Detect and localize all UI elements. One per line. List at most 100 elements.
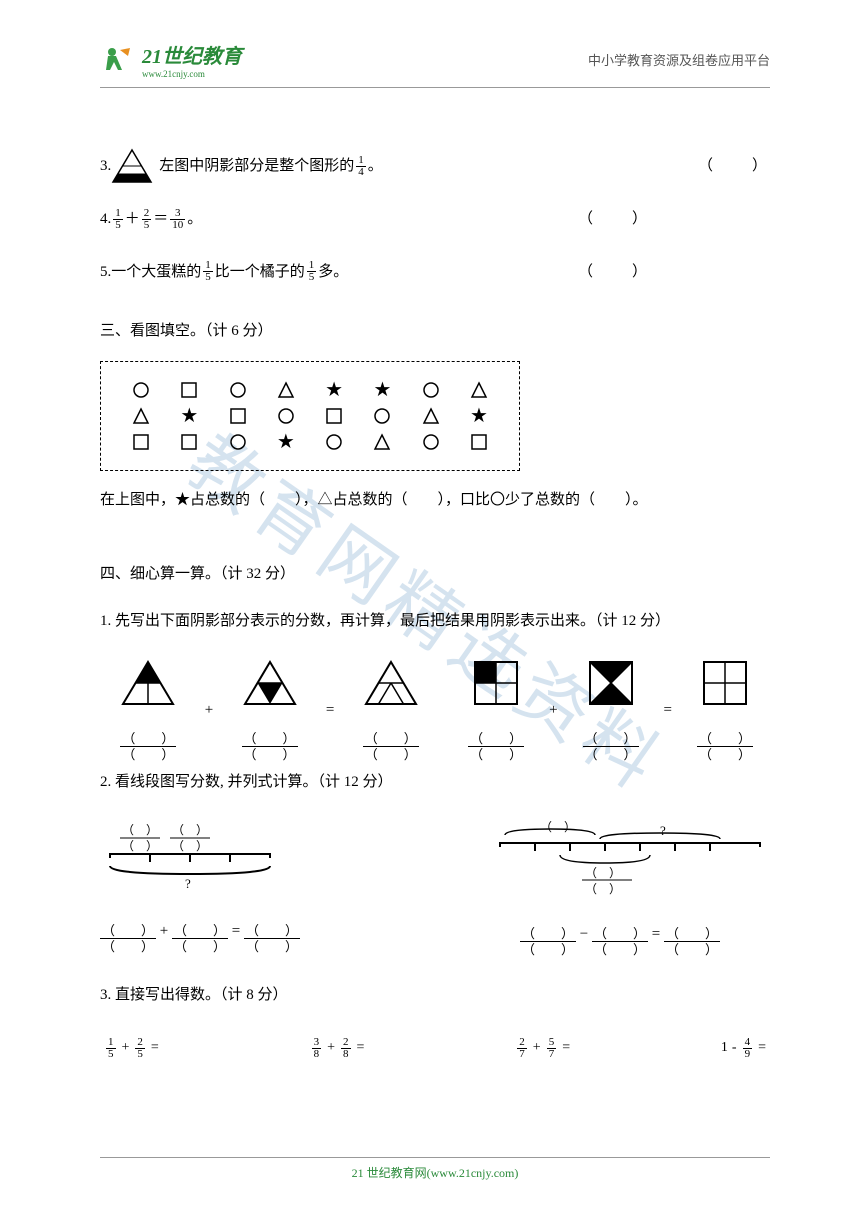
- square-icon: [469, 432, 489, 452]
- line-diagrams-row: （ ）（ ） （ ）（ ） ? （ ）（ ） + （ ）（ ） = （ ）（ ）: [100, 819, 770, 958]
- logo-url: www.21cnjy.com: [142, 69, 242, 79]
- shapes-grid: ★★★★★: [100, 361, 520, 471]
- star-icon: ★: [179, 406, 199, 426]
- eq1-frac3: （ ）（ ）: [244, 923, 300, 955]
- square-3-icon: [700, 658, 750, 708]
- paren-frac-5: （ ）（ ）: [583, 731, 639, 763]
- plus-sign: +: [205, 693, 213, 728]
- section3-title: 三、看图填空。（计 6 分）: [100, 314, 770, 349]
- equals-sign: ＝: [153, 202, 168, 237]
- svg-text:?: ?: [660, 823, 666, 838]
- calc-item: 1-49=: [721, 1032, 766, 1064]
- circle-icon: [228, 432, 248, 452]
- triangle-1-icon: [119, 658, 177, 708]
- content: 3. 左图中阴影部分是整个图形的 1 4 。 （ ） 4. 15 ＋ 25 ＝ …: [100, 148, 770, 1065]
- paren-frac-2: （ ）（ ）: [242, 731, 298, 763]
- q3-period: 。: [368, 149, 383, 184]
- square-icon: [228, 406, 248, 426]
- section4-title: 四、细心算一算。（计 32 分）: [100, 557, 770, 592]
- triangle-3-icon: [362, 658, 420, 708]
- question-5: 5. 一个大蛋糕的 15 比一个橘子的 15 多。 （ ）: [100, 255, 770, 290]
- eq2-frac1: （ ）（ ）: [520, 926, 576, 958]
- section4-sub2: 2. 看线段图写分数, 并列式计算。（计 12 分）: [100, 765, 770, 800]
- square-1-icon: [471, 658, 521, 708]
- q3-blank: （ ）: [698, 149, 770, 184]
- star-icon: ★: [324, 380, 344, 400]
- circle-icon: [131, 380, 151, 400]
- eq1-frac2: （ ）（ ）: [172, 923, 228, 955]
- equals-sign: =: [232, 923, 240, 939]
- plus-sign: +: [549, 693, 557, 728]
- triangle-icon: [276, 380, 296, 400]
- square-icon: [324, 406, 344, 426]
- q4-frac3: 310: [170, 208, 185, 231]
- header-subtitle: 中小学教育资源及组卷应用平台: [588, 50, 770, 69]
- calc-row: 15+25= 38+28= 27+57= 1-49=: [100, 1032, 770, 1064]
- page-header: 21世纪教育 www.21cnjy.com 中小学教育资源及组卷应用平台: [100, 40, 770, 88]
- paren-frac-1: （ ）（ ）: [120, 731, 176, 763]
- q5-blank: （ ）: [578, 255, 650, 290]
- calc-item: 27+57=: [515, 1032, 570, 1064]
- circle-icon: [228, 380, 248, 400]
- paren-frac-4: （ ）（ ）: [468, 731, 524, 763]
- q5-text-b: 比一个橘子的: [215, 255, 305, 290]
- equals-sign: =: [664, 693, 672, 728]
- q5-text-c: 多。: [318, 255, 348, 290]
- equals-sign: =: [652, 926, 660, 942]
- line-diagram-2: （ ） ? （ ） （ ） （ ）（ ） − （ ）（ ）: [490, 819, 770, 958]
- triangle-icon: [469, 380, 489, 400]
- q4-frac2: 25: [142, 208, 152, 231]
- minus-sign: −: [580, 926, 588, 942]
- eq2-frac3: （ ）（ ）: [664, 926, 720, 958]
- square-2-icon: [586, 658, 636, 708]
- triangle-2-icon: [241, 658, 299, 708]
- exercise-row-1: （ ）（ ） + （ ）（ ） =: [100, 658, 770, 763]
- plus-sign: ＋: [125, 202, 140, 237]
- circle-icon: [324, 432, 344, 452]
- svg-text:（ ）: （ ）: [585, 866, 621, 880]
- triangle-icon: [421, 406, 441, 426]
- q4-period: 。: [187, 202, 202, 237]
- svg-text:（ ）: （ ）: [585, 882, 621, 896]
- svg-text:（ ）: （ ）: [122, 823, 158, 837]
- calc-item: 15+25=: [104, 1032, 159, 1064]
- plus-sign: +: [160, 923, 168, 939]
- q3-num: 3.: [100, 149, 111, 184]
- paren-frac-6: （ ）（ ）: [697, 731, 753, 763]
- triangle-shaded-icon: [111, 148, 153, 184]
- svg-text:（ ）: （ ）: [172, 839, 208, 853]
- circle-icon: [421, 380, 441, 400]
- square-icon: [179, 380, 199, 400]
- triangle-icon: [372, 432, 392, 452]
- triangle-icon: [131, 406, 151, 426]
- section3-question: 在上图中，★占总数的（ ），△占总数的（ ），口比〇少了总数的（ ）。: [100, 483, 770, 518]
- question-3: 3. 左图中阴影部分是整个图形的 1 4 。 （ ）: [100, 148, 770, 184]
- q4-num: 4.: [100, 202, 111, 237]
- calc-item: 38+28=: [310, 1032, 365, 1064]
- eq2-frac2: （ ）（ ）: [592, 926, 648, 958]
- q5-num: 5.: [100, 255, 111, 290]
- question-4: 4. 15 ＋ 25 ＝ 310 。 （ ）: [100, 202, 770, 237]
- q5-frac1: 15: [203, 260, 213, 283]
- circle-icon: [372, 406, 392, 426]
- page-footer: 21 世纪教育网(www.21cnjy.com): [100, 1157, 770, 1181]
- q4-blank: （ ）: [578, 202, 650, 237]
- logo-text: 21世纪教育: [142, 46, 242, 68]
- logo: 21世纪教育 www.21cnjy.com: [100, 40, 242, 79]
- logo-icon: [100, 42, 136, 78]
- circle-icon: [421, 432, 441, 452]
- square-equation: （ ）（ ） + （ ）（ ） =: [451, 658, 770, 763]
- paren-frac-3: （ ）（ ）: [363, 731, 419, 763]
- equals-sign: =: [326, 693, 334, 728]
- section4-sub1: 1. 先写出下面阴影部分表示的分数，再计算，最后把结果用阴影表示出来。（计 12…: [100, 604, 770, 639]
- star-icon: ★: [469, 406, 489, 426]
- triangle-equation: （ ）（ ） + （ ）（ ） =: [100, 658, 439, 763]
- star-icon: ★: [372, 380, 392, 400]
- svg-text:（ ）: （ ）: [540, 820, 576, 834]
- q5-text-a: 一个大蛋糕的: [111, 255, 201, 290]
- section4-sub3: 3. 直接写出得数。（计 8 分）: [100, 978, 770, 1013]
- eq1-frac1: （ ）（ ）: [100, 923, 156, 955]
- q4-frac1: 15: [113, 208, 123, 231]
- circle-icon: [276, 406, 296, 426]
- svg-text:（ ）: （ ）: [122, 839, 158, 853]
